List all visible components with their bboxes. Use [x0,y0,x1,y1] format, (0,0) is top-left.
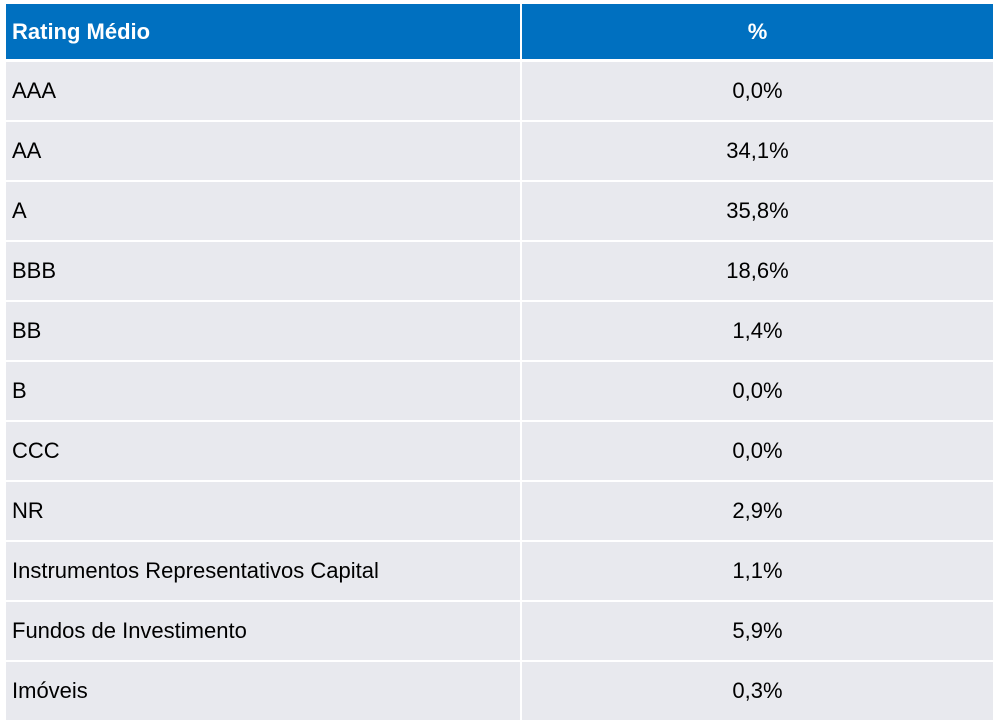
percent-cell: 1,1% [522,542,993,602]
table-header: Rating Médio % [6,4,993,62]
rating-cell: Imóveis [6,662,522,722]
table-row: A 35,8% [6,182,993,242]
percent-cell: 0,0% [522,422,993,482]
percent-cell: 2,9% [522,482,993,542]
table-body: AAA 0,0% AA 34,1% A 35,8% BBB 18,6% BB 1… [6,62,993,722]
table-row: BB 1,4% [6,302,993,362]
table-row: BBB 18,6% [6,242,993,302]
percent-cell: 35,8% [522,182,993,242]
rating-cell: A [6,182,522,242]
rating-cell: B [6,362,522,422]
table-row: B 0,0% [6,362,993,422]
percent-cell: 0,0% [522,62,993,122]
rating-cell: AAA [6,62,522,122]
percent-cell: 0,0% [522,362,993,422]
rating-cell: Fundos de Investimento [6,602,522,662]
rating-cell: NR [6,482,522,542]
rating-cell: BB [6,302,522,362]
percent-cell: 5,9% [522,602,993,662]
rating-cell: Instrumentos Representativos Capital [6,542,522,602]
table-row: AA 34,1% [6,122,993,182]
percent-cell: 18,6% [522,242,993,302]
rating-cell: AA [6,122,522,182]
table-row: AAA 0,0% [6,62,993,122]
table-row: Fundos de Investimento 5,9% [6,602,993,662]
percent-cell: 0,3% [522,662,993,722]
table-row: NR 2,9% [6,482,993,542]
column-header-rating: Rating Médio [6,4,522,62]
rating-table: Rating Médio % AAA 0,0% AA 34,1% A 35,8%… [6,4,993,722]
table-row: Imóveis 0,3% [6,662,993,722]
rating-cell: CCC [6,422,522,482]
percent-cell: 1,4% [522,302,993,362]
table-row: Instrumentos Representativos Capital 1,1… [6,542,993,602]
percent-cell: 34,1% [522,122,993,182]
rating-cell: BBB [6,242,522,302]
table-row: CCC 0,0% [6,422,993,482]
column-header-percent: % [522,4,993,62]
header-row: Rating Médio % [6,4,993,62]
